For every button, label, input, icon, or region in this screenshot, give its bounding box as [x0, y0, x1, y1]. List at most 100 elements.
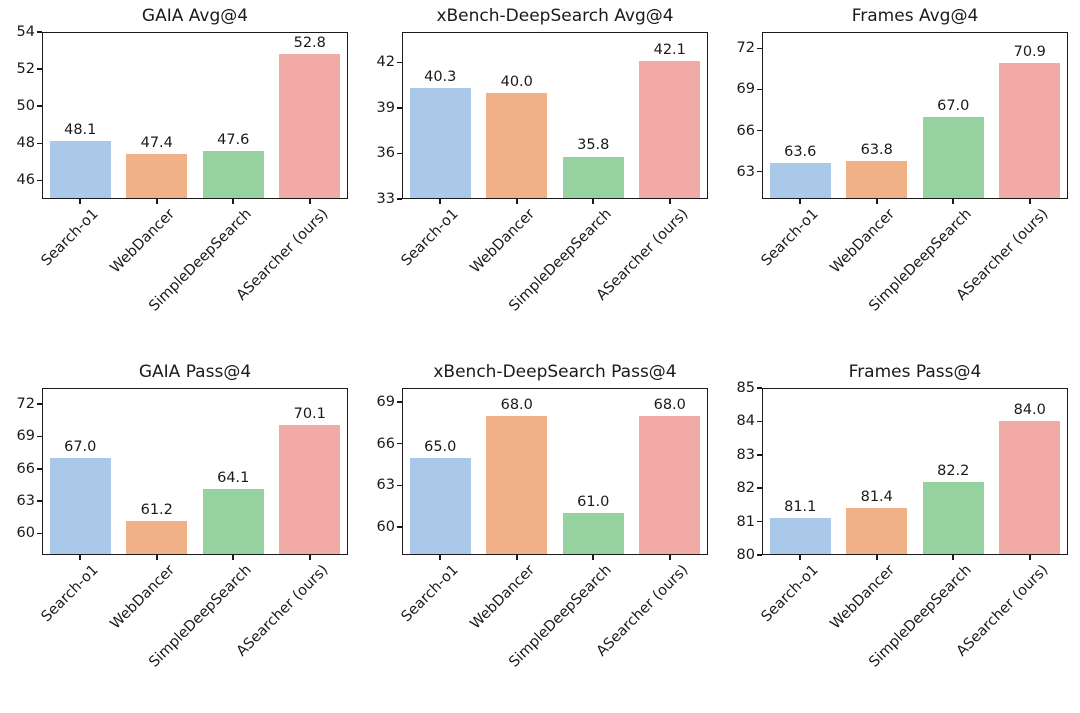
bar-search-o1 [49, 458, 111, 555]
x-tick-label: Search-o1 [758, 206, 822, 270]
x-tick [515, 199, 518, 204]
bar-value-label: 52.8 [293, 35, 326, 52]
bar-simpledeepsearch [562, 156, 624, 199]
y-tick [757, 454, 762, 456]
bar-search-o1 [409, 88, 471, 199]
y-tick [757, 520, 762, 523]
bar-value-label: 68.0 [653, 396, 686, 413]
x-tick [952, 555, 955, 560]
y-tick [397, 61, 402, 64]
y-tick [397, 484, 402, 487]
y-tick-label: 80 [736, 547, 755, 563]
y-tick [757, 487, 762, 489]
y-tick-label: 46 [16, 172, 35, 189]
bar-value-label: 65.0 [424, 438, 457, 455]
y-tick-label: 36 [376, 145, 395, 162]
x-tick [232, 199, 235, 204]
y-tick [397, 526, 402, 528]
bar-search-o1 [769, 518, 831, 555]
y-tick [37, 403, 42, 405]
bar-asearcher-ours [279, 54, 341, 199]
x-tick [79, 555, 82, 560]
bar-value-label: 70.1 [293, 405, 326, 422]
x-tick [1028, 555, 1031, 560]
subplot-gaia-pass-4: GAIA Pass@4 67.0 Search-o1 61.2 WebDancer 64.… [0, 356, 360, 713]
bar-webdancer [846, 508, 908, 555]
y-tick-label: 69 [736, 81, 755, 98]
y-tick-label: 60 [16, 525, 35, 542]
x-tick-label: WebDancer [467, 562, 539, 633]
y-tick [37, 142, 42, 145]
bar-value-label: 70.9 [1013, 44, 1046, 61]
x-tick-label: WebDancer [467, 206, 539, 277]
subplot-xbench-deepsearch-pass-4: xBench-DeepSearch Pass@4 65.0 Search-o1 68.… [360, 356, 720, 713]
y-tick [37, 435, 42, 438]
y-tick-label: 66 [736, 122, 755, 139]
y-tick-label: 54 [16, 24, 35, 40]
y-tick-label: 50 [16, 98, 35, 115]
bar-simpledeepsearch [922, 481, 984, 555]
subplot-gaia-avg-4: GAIA Avg@4 48.1 Search-o1 47.4 WebDancer 47.6… [0, 0, 360, 356]
y-tick-label: 63 [376, 477, 395, 494]
x-tick-label: WebDancer [827, 562, 899, 633]
x-tick [232, 555, 235, 560]
subplot-frames-pass-4: Frames Pass@4 81.1 Search-o1 81.4 WebDancer 8… [720, 356, 1080, 713]
y-tick-label: 66 [376, 435, 395, 452]
y-tick-label: 33 [376, 191, 395, 207]
x-tick [155, 555, 158, 560]
plot-area [762, 32, 1068, 199]
y-tick [37, 105, 42, 108]
bar-asearcher-ours [639, 415, 701, 555]
x-tick-label: Search-o1 [38, 562, 102, 626]
y-tick [397, 442, 402, 445]
bar-value-label: 63.8 [860, 141, 893, 158]
y-tick-label: 82 [736, 480, 755, 497]
bar-webdancer [846, 160, 908, 199]
bar-value-label: 42.1 [653, 41, 686, 58]
chart-title: GAIA Pass@4 [138, 362, 252, 382]
bar-value-label: 84.0 [1013, 402, 1046, 419]
y-tick-label: 83 [736, 446, 755, 463]
y-tick-label: 69 [16, 428, 35, 445]
bar-search-o1 [49, 141, 111, 199]
x-tick [1028, 199, 1031, 204]
y-tick-label: 63 [736, 163, 755, 180]
y-tick-label: 84 [736, 413, 755, 430]
y-tick [757, 88, 762, 91]
bar-value-label: 47.6 [217, 131, 250, 148]
y-tick-label: 66 [16, 460, 35, 477]
y-tick-label: 72 [16, 396, 35, 413]
bar-asearcher-ours [999, 63, 1061, 199]
x-tick-label: WebDancer [827, 206, 899, 277]
y-tick [757, 47, 762, 50]
x-tick [799, 199, 802, 204]
x-tick [155, 199, 158, 204]
bar-value-label: 47.4 [140, 135, 173, 152]
bar-simpledeepsearch [202, 489, 264, 555]
x-tick-label: Search-o1 [398, 562, 462, 626]
y-tick [37, 68, 42, 70]
bar-asearcher-ours [279, 424, 341, 555]
x-tick [308, 555, 311, 560]
bar-value-label: 61.2 [140, 501, 173, 518]
x-tick [875, 555, 878, 560]
x-tick-label: Search-o1 [38, 206, 102, 270]
x-tick [952, 199, 955, 204]
x-tick-label: Search-o1 [758, 562, 822, 626]
bar-value-label: 67.0 [64, 439, 97, 456]
y-tick [37, 500, 42, 502]
x-tick-label: Search-o1 [398, 206, 462, 270]
chart-title: Frames Pass@4 [848, 362, 982, 382]
y-tick [37, 532, 42, 535]
x-tick [439, 199, 442, 204]
y-tick-label: 81 [736, 513, 755, 530]
y-tick-label: 63 [16, 493, 35, 510]
chart-title: GAIA Avg@4 [141, 6, 249, 26]
bar-webdancer [126, 154, 188, 199]
bar-webdancer [486, 92, 548, 199]
plot-area [402, 32, 708, 199]
y-tick-label: 52 [16, 61, 35, 78]
x-tick [592, 555, 595, 560]
bar-value-label: 61.0 [577, 494, 610, 511]
